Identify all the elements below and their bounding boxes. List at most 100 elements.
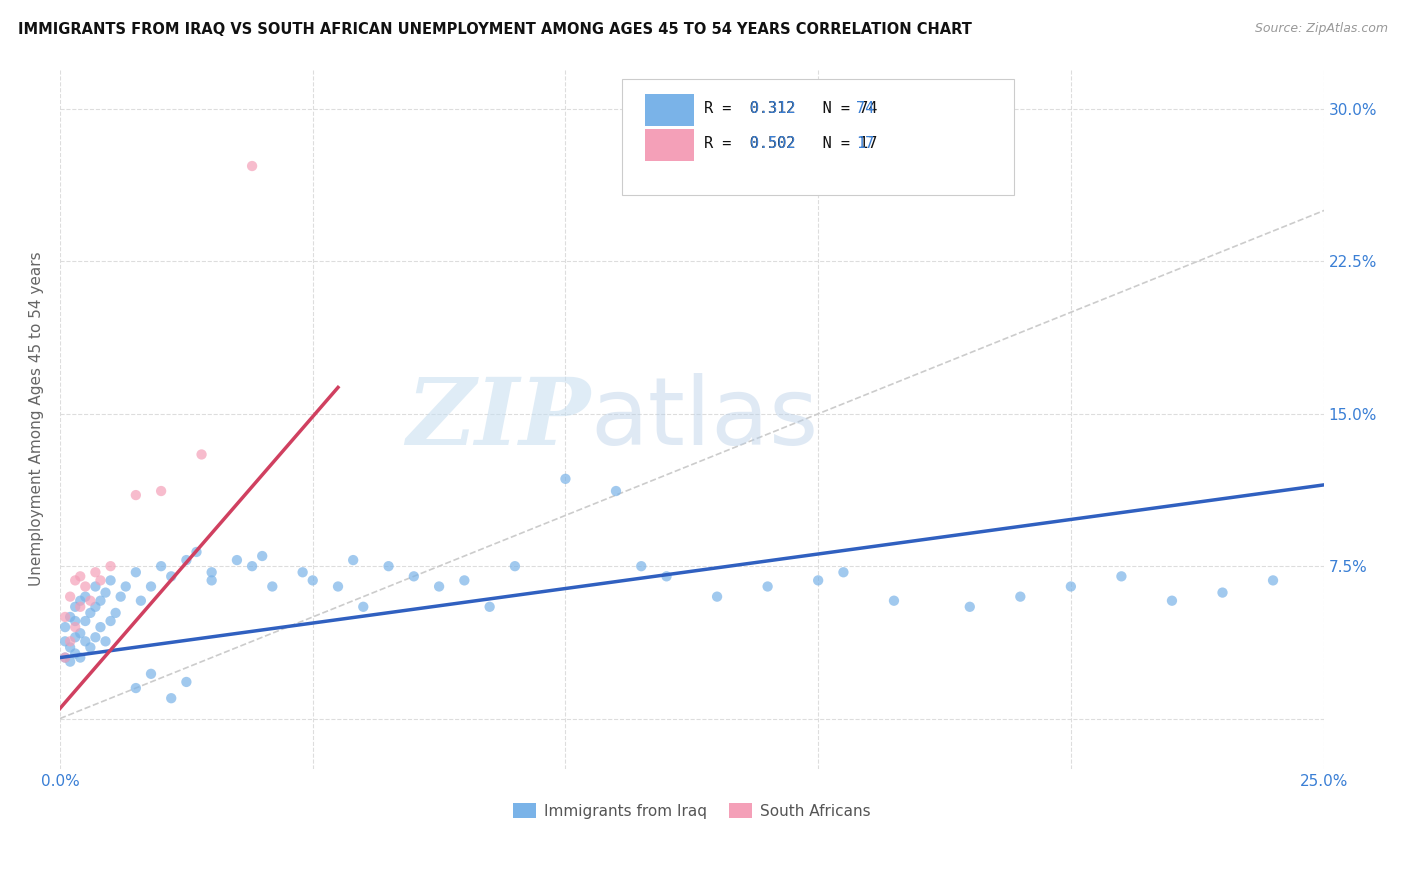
Text: Source: ZipAtlas.com: Source: ZipAtlas.com: [1254, 22, 1388, 36]
Point: [53, 610, 76, 624]
Point: [75, 590, 97, 604]
Point: [59, 610, 82, 624]
Point: [655, 569, 678, 583]
Point: [240, 559, 263, 574]
Legend: Immigrants from Iraq, South Africans: Immigrants from Iraq, South Africans: [508, 797, 877, 825]
Point: [63, 647, 86, 661]
Point: [89, 593, 111, 607]
Y-axis label: Unemployment Among Ages 45 to 54 years: Unemployment Among Ages 45 to 54 years: [30, 252, 44, 586]
Text: 74: 74: [856, 101, 875, 116]
Point: [63, 574, 86, 588]
Point: [94, 634, 117, 648]
Point: [69, 626, 91, 640]
Point: [186, 545, 208, 559]
Point: [605, 483, 627, 498]
Point: [63, 614, 86, 628]
Point: [176, 675, 198, 690]
Point: [69, 599, 91, 614]
Point: [756, 580, 779, 594]
Point: [63, 620, 86, 634]
Point: [190, 447, 212, 461]
Point: [240, 159, 263, 173]
Point: [69, 593, 91, 607]
FancyBboxPatch shape: [645, 128, 695, 161]
Point: [226, 553, 249, 567]
Point: [69, 650, 91, 665]
Point: [250, 549, 273, 563]
Text: atlas: atlas: [591, 373, 818, 465]
Point: [59, 590, 82, 604]
Point: [201, 574, 224, 588]
Point: [100, 574, 122, 588]
Text: 0.312: 0.312: [749, 101, 796, 116]
Point: [100, 614, 122, 628]
Point: [89, 574, 111, 588]
Point: [69, 569, 91, 583]
Point: [301, 574, 323, 588]
Point: [1211, 585, 1233, 599]
Point: [59, 634, 82, 648]
Point: [402, 569, 425, 583]
Text: R =  0.502   N = 17: R = 0.502 N = 17: [704, 136, 877, 151]
Point: [377, 559, 399, 574]
Point: [75, 580, 97, 594]
Point: [160, 691, 183, 706]
Point: [63, 599, 86, 614]
Point: [959, 599, 981, 614]
Point: [832, 566, 855, 580]
Point: [125, 681, 148, 695]
Point: [630, 559, 652, 574]
Point: [84, 580, 107, 594]
Point: [53, 650, 76, 665]
Point: [427, 580, 450, 594]
Point: [706, 590, 728, 604]
Text: 17: 17: [856, 136, 875, 151]
Point: [79, 606, 101, 620]
Point: [79, 640, 101, 655]
Point: [176, 553, 198, 567]
Point: [201, 566, 224, 580]
Point: [84, 566, 107, 580]
Point: [125, 566, 148, 580]
Point: [89, 620, 111, 634]
Point: [1261, 574, 1284, 588]
Point: [59, 640, 82, 655]
Point: [1060, 580, 1083, 594]
Point: [453, 574, 475, 588]
FancyBboxPatch shape: [623, 79, 1014, 194]
Point: [53, 650, 76, 665]
Point: [150, 559, 173, 574]
Point: [150, 483, 173, 498]
Point: [291, 566, 314, 580]
Text: R =  0.312   N = 74: R = 0.312 N = 74: [704, 101, 877, 116]
Point: [53, 634, 76, 648]
Point: [326, 580, 349, 594]
Point: [342, 553, 364, 567]
Point: [94, 585, 117, 599]
Point: [554, 472, 576, 486]
Point: [75, 634, 97, 648]
Point: [139, 666, 162, 681]
Point: [84, 599, 107, 614]
Point: [53, 620, 76, 634]
Point: [503, 559, 526, 574]
Point: [79, 593, 101, 607]
Text: ZIP: ZIP: [406, 374, 591, 464]
Point: [84, 630, 107, 644]
FancyBboxPatch shape: [645, 94, 695, 126]
Point: [114, 580, 136, 594]
Point: [125, 488, 148, 502]
Point: [129, 593, 152, 607]
Point: [104, 606, 127, 620]
Point: [1161, 593, 1184, 607]
Point: [1010, 590, 1032, 604]
Point: [139, 580, 162, 594]
Point: [807, 574, 830, 588]
Point: [110, 590, 132, 604]
Point: [1111, 569, 1133, 583]
Text: IMMIGRANTS FROM IRAQ VS SOUTH AFRICAN UNEMPLOYMENT AMONG AGES 45 TO 54 YEARS COR: IMMIGRANTS FROM IRAQ VS SOUTH AFRICAN UN…: [18, 22, 972, 37]
Text: 0.502: 0.502: [749, 136, 796, 151]
Point: [883, 593, 905, 607]
Point: [262, 580, 284, 594]
Point: [478, 599, 501, 614]
